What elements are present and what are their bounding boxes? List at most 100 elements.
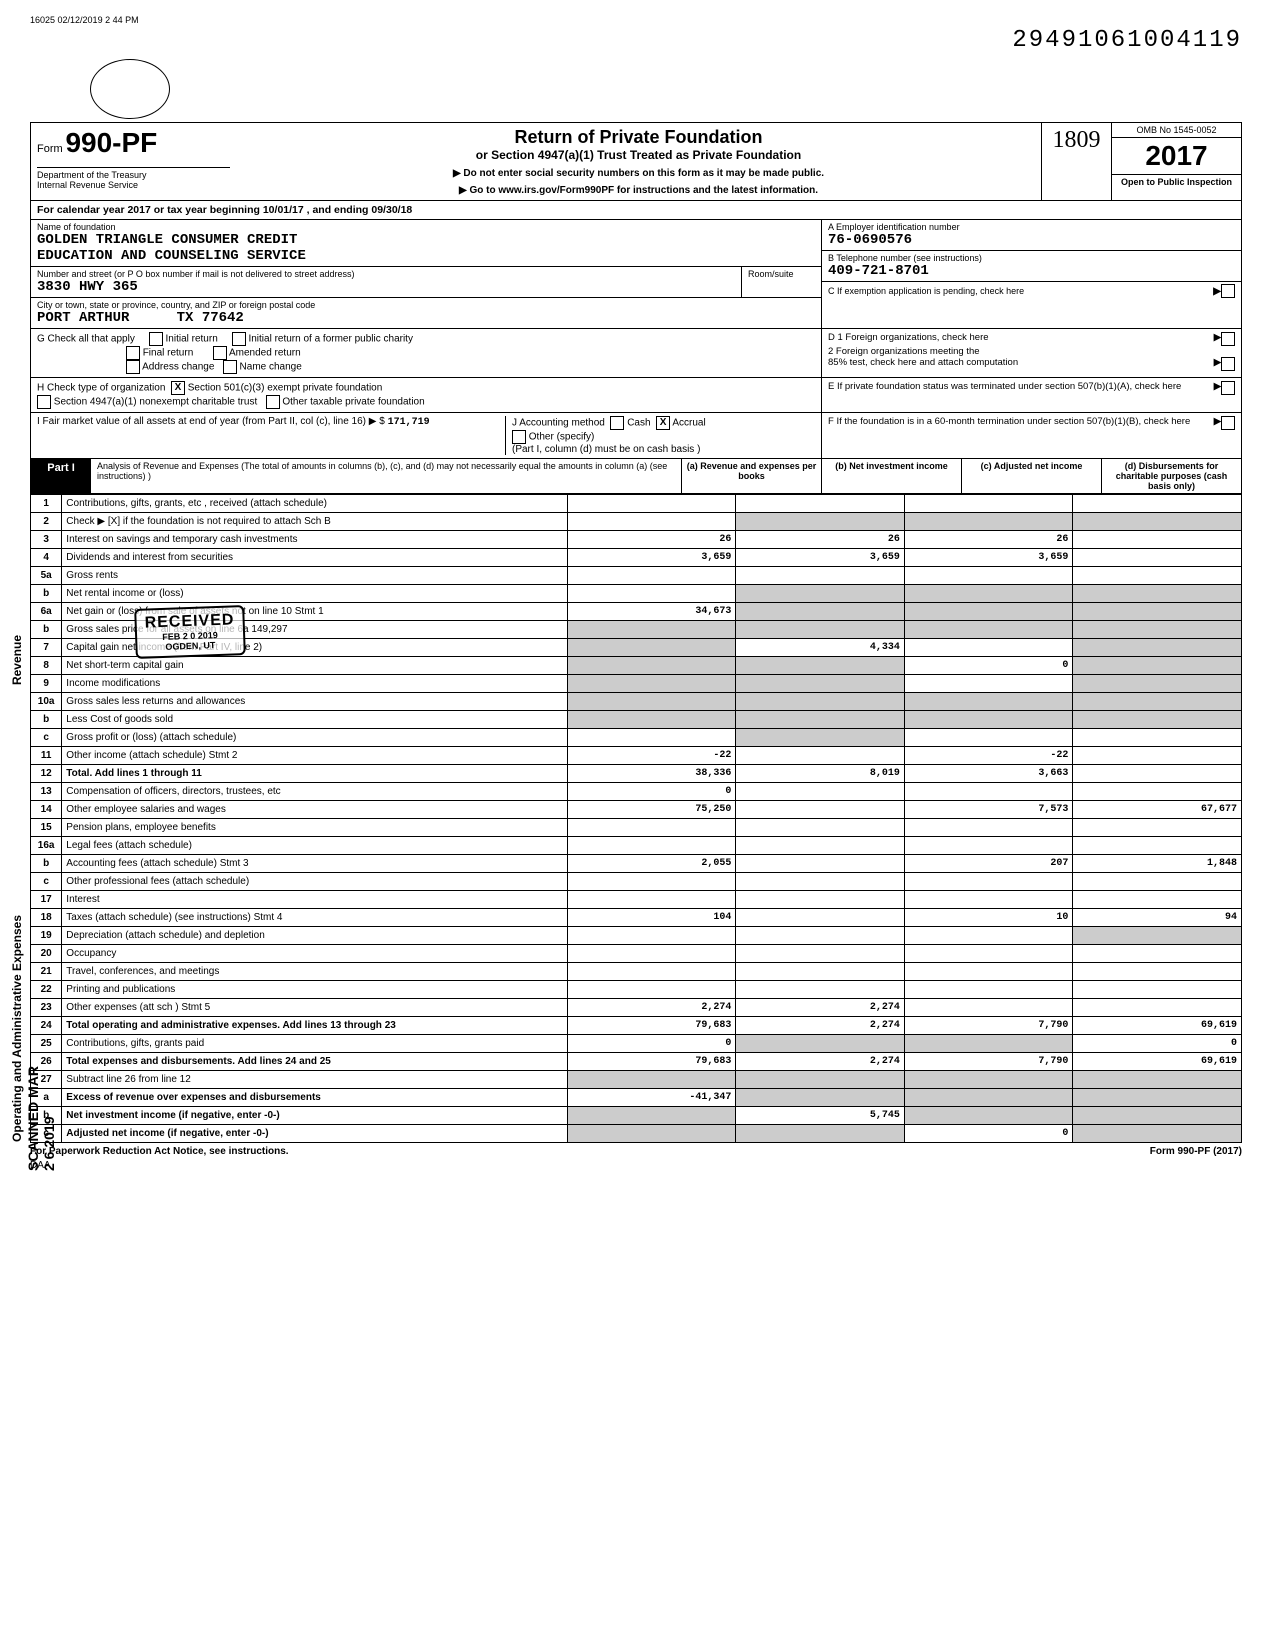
table-row: 24Total operating and administrative exp…: [31, 1017, 1242, 1035]
h-label: H Check type of organization: [37, 383, 165, 394]
table-row: 22Printing and publications: [31, 981, 1242, 999]
j-accrual-checkbox[interactable]: X: [656, 416, 670, 430]
city-label: City or town, state or province, country…: [37, 300, 815, 310]
table-row: 4Dividends and interest from securities3…: [31, 549, 1242, 567]
g-opt3: Final return: [143, 348, 194, 359]
table-row: bAccounting fees (attach schedule) Stmt …: [31, 855, 1242, 873]
i-value: 171,719: [388, 417, 430, 428]
table-row: 2Check ▶ [X] if the foundation is not re…: [31, 513, 1242, 531]
e-checkbox[interactable]: [1221, 381, 1235, 395]
revenue-side-label: Revenue: [10, 635, 24, 685]
omb-number: OMB No 1545-0052: [1112, 123, 1241, 138]
timestamp: 16025 02/12/2019 2 44 PM: [30, 15, 1242, 25]
phone-value: 409-721-8701: [828, 263, 1235, 279]
g-opt1: Initial return: [166, 334, 218, 345]
col-a-header: (a) Revenue and expenses per books: [681, 459, 821, 493]
dept-irs: Internal Revenue Service: [37, 180, 230, 190]
g-opt2: Initial return of a former public charit…: [248, 334, 413, 345]
g-label: G Check all that apply: [37, 334, 135, 345]
g-opt4: Amended return: [229, 348, 301, 359]
j-cash-checkbox[interactable]: [610, 416, 624, 430]
table-row: cGross profit or (loss) (attach schedule…: [31, 729, 1242, 747]
table-row: 5aGross rents: [31, 567, 1242, 585]
part-i-table: 1Contributions, gifts, grants, etc , rec…: [30, 494, 1242, 1143]
table-row: 14Other employee salaries and wages75,25…: [31, 801, 1242, 819]
table-row: cAdjusted net income (if negative, enter…: [31, 1125, 1242, 1143]
document-id: 29491061004119: [30, 27, 1242, 54]
paperwork-notice: For Paperwork Reduction Act Notice, see …: [30, 1146, 289, 1157]
table-row: 8Net short-term capital gain0: [31, 657, 1242, 675]
open-public-label: Open to Public Inspection: [1112, 174, 1241, 189]
foundation-name-2: EDUCATION AND COUNSELING SERVICE: [37, 248, 815, 264]
room-label: Room/suite: [748, 269, 815, 279]
g-opt5: Address change: [142, 362, 214, 373]
form-label: Form: [37, 143, 63, 155]
oae-side-label: Operating and Administrative Expenses: [10, 915, 24, 1142]
table-row: 11Other income (attach schedule) Stmt 2-…: [31, 747, 1242, 765]
signature-circle: [90, 59, 170, 119]
c-label: C If exemption application is pending, c…: [828, 286, 1213, 296]
d2-label: 2 Foreign organizations meeting the: [828, 346, 1235, 357]
table-row: 19Depreciation (attach schedule) and dep…: [31, 927, 1242, 945]
col-d-header: (d) Disbursements for charitable purpose…: [1101, 459, 1241, 493]
col-b-header: (b) Net investment income: [821, 459, 961, 493]
i-label: I Fair market value of all assets at end…: [37, 416, 385, 427]
table-row: 9Income modifications: [31, 675, 1242, 693]
c-checkbox[interactable]: [1221, 284, 1235, 298]
table-row: 1Contributions, gifts, grants, etc , rec…: [31, 495, 1242, 513]
form-number-footer: Form 990-PF (2017): [1150, 1146, 1242, 1157]
j-cash: Cash: [627, 418, 650, 429]
phone-label: B Telephone number (see instructions): [828, 253, 1235, 263]
table-row: 27Subtract line 26 from line 12: [31, 1071, 1242, 1089]
h-opt3: Other taxable private foundation: [282, 397, 424, 408]
g-initial-former-checkbox[interactable]: [232, 332, 246, 346]
table-row: 13Compensation of officers, directors, t…: [31, 783, 1242, 801]
table-row: 26Total expenses and disbursements. Add …: [31, 1053, 1242, 1071]
foundation-address: 3830 HWY 365: [37, 279, 735, 295]
h-opt1: Section 501(c)(3) exempt private foundat…: [188, 383, 383, 394]
addr-label: Number and street (or P O box number if …: [37, 269, 735, 279]
part-i-label: Part I: [31, 459, 91, 493]
instructions-url: ▶ Go to www.irs.gov/Form990PF for instru…: [240, 185, 1037, 196]
g-amended-checkbox[interactable]: [213, 346, 227, 360]
h-opt2: Section 4947(a)(1) nonexempt charitable …: [54, 397, 257, 408]
h-other-checkbox[interactable]: [266, 395, 280, 409]
j-accrual: Accrual: [672, 418, 705, 429]
g-addrchange-checkbox[interactable]: [126, 360, 140, 374]
form-number: 990-PF: [65, 127, 157, 158]
d2b-label: 85% test, check here and attach computat…: [828, 357, 1214, 371]
table-row: 18Taxes (attach schedule) (see instructi…: [31, 909, 1242, 927]
dept-treasury: Department of the Treasury: [37, 170, 230, 180]
table-row: 17Interest: [31, 891, 1242, 909]
f-label: F If the foundation is in a 60-month ter…: [828, 416, 1214, 430]
table-row: 21Travel, conferences, and meetings: [31, 963, 1242, 981]
j-other-checkbox[interactable]: [512, 430, 526, 444]
ein-label: A Employer identification number: [828, 222, 1235, 232]
table-row: bLess Cost of goods sold: [31, 711, 1242, 729]
g-initial-checkbox[interactable]: [149, 332, 163, 346]
table-row: 10aGross sales less returns and allowanc…: [31, 693, 1242, 711]
h-4947-checkbox[interactable]: [37, 395, 51, 409]
form-title: Return of Private Foundation: [240, 127, 1037, 148]
table-row: 20Occupancy: [31, 945, 1242, 963]
ssn-warning: ▶ Do not enter social security numbers o…: [240, 168, 1037, 179]
calendar-year-row: For calendar year 2017 or tax year begin…: [30, 200, 1242, 220]
handwritten-number: 1809: [1041, 123, 1111, 200]
g-final-checkbox[interactable]: [126, 346, 140, 360]
table-row: 23Other expenses (att sch ) Stmt 52,2742…: [31, 999, 1242, 1017]
d2-checkbox[interactable]: [1221, 357, 1235, 371]
table-row: 25Contributions, gifts, grants paid00: [31, 1035, 1242, 1053]
f-checkbox[interactable]: [1221, 416, 1235, 430]
d1-checkbox[interactable]: [1221, 332, 1235, 346]
daa-label: DAA: [30, 1160, 1242, 1171]
h-501c3-checkbox[interactable]: X: [171, 381, 185, 395]
foundation-state: TX: [177, 310, 194, 326]
table-row: 3Interest on savings and temporary cash …: [31, 531, 1242, 549]
g-namechange-checkbox[interactable]: [223, 360, 237, 374]
table-row: 12Total. Add lines 1 through 1138,3368,0…: [31, 765, 1242, 783]
j-other: Other (specify): [529, 432, 595, 443]
foundation-name-1: GOLDEN TRIANGLE CONSUMER CREDIT: [37, 232, 815, 248]
table-row: aExcess of revenue over expenses and dis…: [31, 1089, 1242, 1107]
form-subtitle: or Section 4947(a)(1) Trust Treated as P…: [240, 148, 1037, 162]
col-c-header: (c) Adjusted net income: [961, 459, 1101, 493]
